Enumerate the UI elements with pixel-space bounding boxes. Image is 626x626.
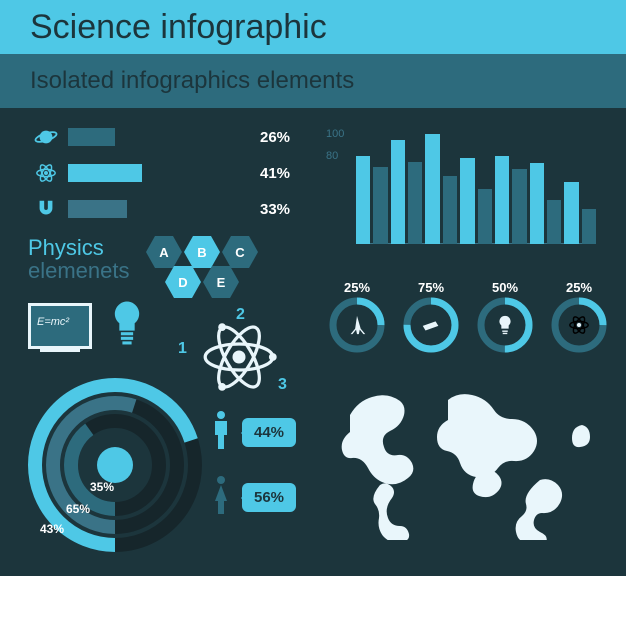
header-block: Science infographic Isolated infographic… <box>0 0 626 108</box>
header-title-bar: Science infographic <box>0 0 626 54</box>
chart-bar <box>356 156 370 244</box>
page-subtitle: Isolated infographics elements <box>30 67 354 95</box>
page-title: Science infographic <box>30 8 327 47</box>
donut-chart: 25% <box>548 280 610 353</box>
chart-bar <box>478 189 492 244</box>
person-stat-row: 56% <box>210 475 330 520</box>
chart-bar <box>547 200 561 244</box>
magnet-icon <box>28 196 64 222</box>
chart-bar <box>460 158 474 244</box>
donut-percent-label: 75% <box>418 280 444 295</box>
footer-band <box>0 576 626 626</box>
donut-row: 25% 75% 50% 25% <box>326 280 610 353</box>
progress-fill <box>68 128 115 146</box>
hex-badge: B <box>184 236 220 268</box>
progress-bar-row: 26% <box>28 124 308 150</box>
chart-bar <box>425 134 439 244</box>
blackboard-icon: E=mc² <box>28 303 92 349</box>
atom-number-label: 1 <box>178 340 187 358</box>
atom-icon <box>28 160 64 186</box>
donut-chart: 50% <box>474 280 536 353</box>
atom-icon <box>551 297 607 353</box>
radial-ring-label: 65% <box>66 502 90 516</box>
bar-chart: 10080 <box>330 124 600 254</box>
progress-label: 33% <box>260 201 290 218</box>
compass-icon <box>329 297 385 353</box>
axis-tick-label: 100 <box>326 128 344 140</box>
physics-heading-line2: elemenets <box>28 259 130 282</box>
blackboard-formula: E=mc² <box>37 316 69 328</box>
progress-fill <box>68 200 127 218</box>
hex-badge: C <box>222 236 258 268</box>
bulb-icon <box>108 300 146 351</box>
stat-chip: 56% <box>242 483 296 512</box>
chart-bar <box>582 209 596 244</box>
chart-bar <box>495 156 509 244</box>
hex-badge: D <box>165 266 201 298</box>
progress-track <box>68 200 248 218</box>
hex-badge: A <box>146 236 182 268</box>
donut-chart: 75% <box>400 280 462 353</box>
world-map-icon <box>330 370 610 540</box>
donut-percent-label: 25% <box>566 280 592 295</box>
chart-bar <box>373 167 387 244</box>
chart-bar <box>443 176 457 244</box>
donut-ring <box>551 297 607 353</box>
progress-label: 41% <box>260 165 290 182</box>
progress-fill <box>68 164 142 182</box>
radial-gauge: 43%65%35% <box>20 370 210 560</box>
donut-percent-label: 25% <box>344 280 370 295</box>
donut-ring <box>329 297 385 353</box>
telescope-icon <box>403 297 459 353</box>
chart-bar <box>564 182 578 244</box>
radial-ring-label: 35% <box>90 480 114 494</box>
header-subtitle-bar: Isolated infographics elements <box>0 54 626 108</box>
donut-ring <box>477 297 533 353</box>
atom-icon <box>200 318 278 396</box>
world-map <box>330 370 610 540</box>
axis-tick-label: 80 <box>326 150 338 162</box>
progress-track <box>68 128 248 146</box>
chart-bar <box>408 162 422 245</box>
donut-chart: 25% <box>326 280 388 353</box>
bulb-icon <box>477 297 533 353</box>
physics-heading: Physics elemenets <box>28 236 130 282</box>
donut-ring <box>403 297 459 353</box>
hex-badges-group: ABCDE <box>140 236 310 306</box>
chart-bar <box>512 169 526 244</box>
stat-chip: 44% <box>242 418 296 447</box>
progress-bars-group: 26% 41% 33% <box>28 124 308 232</box>
chart-bar <box>530 163 544 244</box>
donut-percent-label: 50% <box>492 280 518 295</box>
person-male-icon <box>210 410 232 455</box>
progress-track <box>68 164 248 182</box>
person-stat-row: 44% <box>210 410 330 455</box>
progress-bar-row: 33% <box>28 196 308 222</box>
people-stats: 44% 56% <box>210 410 330 540</box>
hex-badge: E <box>203 266 239 298</box>
physics-heading-line1: Physics <box>28 236 130 259</box>
planet-icon <box>28 124 64 150</box>
progress-bar-row: 41% <box>28 160 308 186</box>
radial-ring-label: 43% <box>40 522 64 536</box>
blackboard-row: E=mc² <box>28 300 146 351</box>
progress-label: 26% <box>260 129 290 146</box>
person-female-icon <box>210 475 232 520</box>
atom-number-label: 2 <box>236 306 245 324</box>
atom-number-label: 3 <box>278 376 287 394</box>
chart-bar <box>391 140 405 245</box>
